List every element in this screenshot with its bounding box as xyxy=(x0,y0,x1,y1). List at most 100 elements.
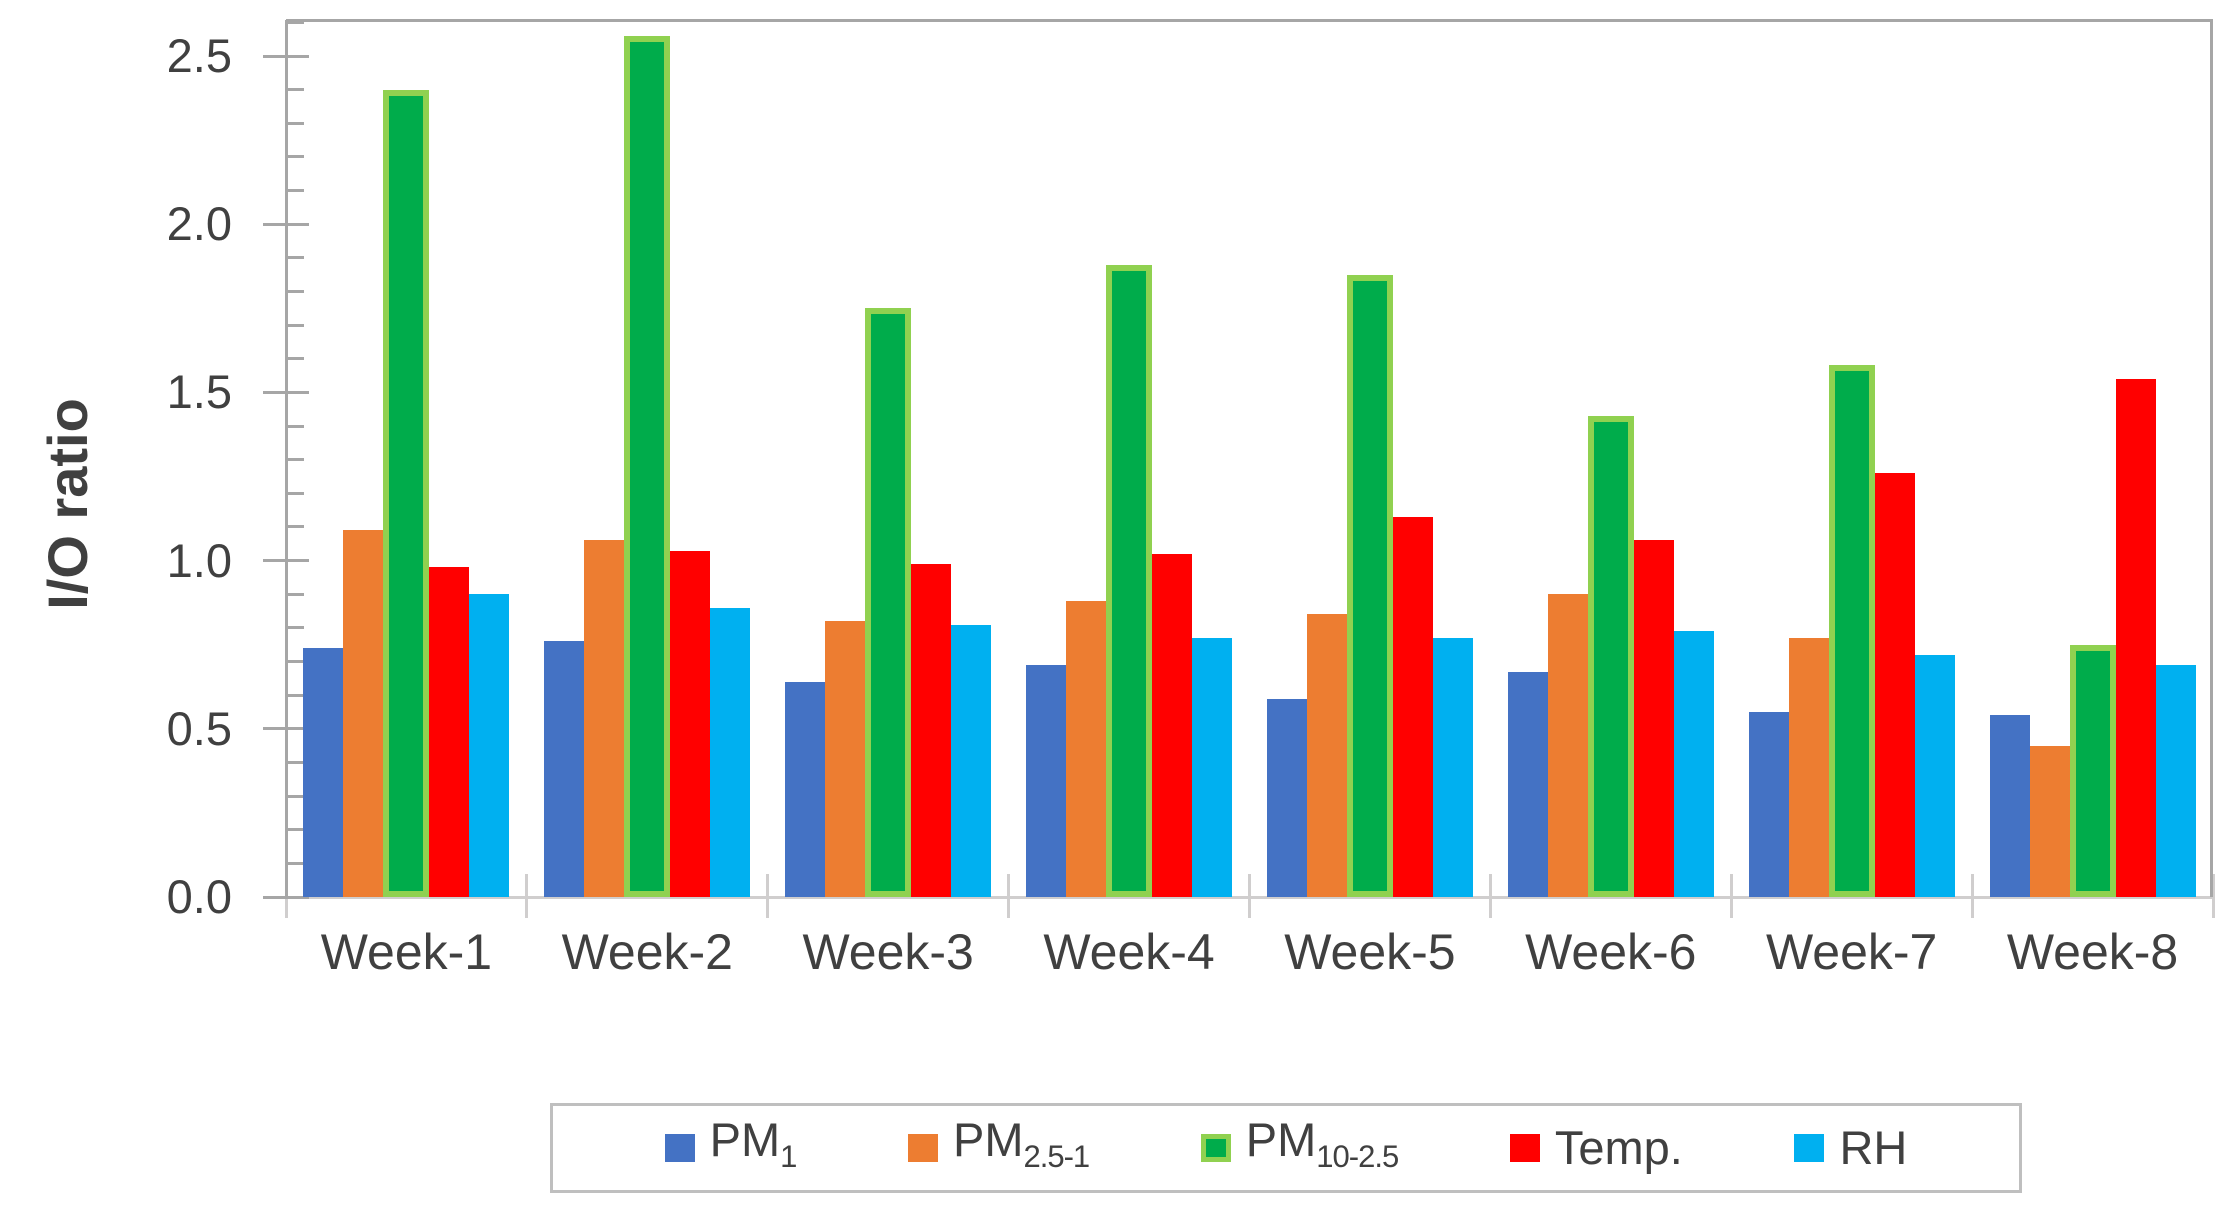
y-minor-tick xyxy=(286,155,304,159)
bar-PM10-2.5-week-1 xyxy=(383,90,430,897)
y-minor-tick xyxy=(286,626,304,630)
y-minor-tick xyxy=(286,88,304,92)
y-minor-tick xyxy=(286,289,304,293)
bar-RH-week-1 xyxy=(469,594,510,897)
y-major-tick xyxy=(263,222,309,226)
bar-PM10-2.5-week-3 xyxy=(865,308,912,897)
bar-Temp.-week-3 xyxy=(911,564,952,897)
y-tick-label: 0.5 xyxy=(166,701,232,755)
y-minor-tick xyxy=(286,458,304,462)
bar-PM2.5-1-week-3 xyxy=(825,621,866,897)
y-minor-tick xyxy=(286,828,304,832)
x-axis-tick xyxy=(1729,874,1733,918)
y-minor-tick xyxy=(286,121,304,125)
y-major-tick xyxy=(263,54,309,58)
legend-label-PM1: PM1 xyxy=(709,1112,798,1174)
y-minor-tick xyxy=(286,525,304,529)
bar-group-week-2 xyxy=(527,20,768,897)
y-minor-tick xyxy=(286,256,304,260)
legend: PM1 PM2.5-1 PM10-2.5 Temp. RH xyxy=(550,1103,2022,1193)
bar-RH-week-8 xyxy=(2155,665,2196,897)
bar-PM2.5-1-week-5 xyxy=(1306,614,1347,897)
bar-group-week-7 xyxy=(1731,20,1972,897)
legend-label-PM2.5-1: PM2.5-1 xyxy=(952,1112,1090,1174)
bar-RH-week-7 xyxy=(1914,655,1955,897)
legend-item-PM1: PM1 xyxy=(664,1112,798,1183)
bar-PM1-week-2 xyxy=(544,641,585,897)
bar-RH-week-6 xyxy=(1673,631,1714,897)
x-category-label: Week-4 xyxy=(1043,924,1215,980)
legend-label-RH: RH xyxy=(1839,1121,1908,1174)
y-minor-tick xyxy=(286,357,304,361)
bar-RH-week-2 xyxy=(710,608,751,897)
bar-PM1-week-6 xyxy=(1507,672,1548,897)
bar-RH-week-5 xyxy=(1432,638,1473,897)
x-category-label: Week-8 xyxy=(2006,924,2179,980)
legend-marker-PM1 xyxy=(664,1134,695,1162)
x-category-label: Week-3 xyxy=(802,924,974,980)
x-category-label: Week-1 xyxy=(320,924,493,980)
bar-PM10-2.5-week-7 xyxy=(1828,365,1875,897)
x-category-label: Week-7 xyxy=(1766,924,1938,980)
legend-item-PM2.5-1: PM2.5-1 xyxy=(907,1112,1090,1183)
y-tick-label: 1.0 xyxy=(166,533,232,587)
y-minor-tick xyxy=(286,189,304,193)
bar-Temp.-week-5 xyxy=(1392,517,1433,897)
y-major-tick xyxy=(263,727,309,731)
y-tick-label: 1.5 xyxy=(166,365,232,419)
x-axis-tick xyxy=(2211,874,2215,918)
x-category-label: Week-2 xyxy=(561,924,733,980)
bar-PM1-week-7 xyxy=(1748,712,1789,897)
y-minor-tick xyxy=(286,660,304,664)
bar-PM2.5-1-week-7 xyxy=(1788,638,1829,897)
legend-item-PM10-2.5: PM10-2.5 xyxy=(1200,1112,1399,1183)
bar-PM10-2.5-week-2 xyxy=(624,36,671,897)
bar-group-week-4 xyxy=(1009,20,1250,897)
bar-Temp.-week-8 xyxy=(2115,379,2156,897)
bar-PM2.5-1-week-2 xyxy=(584,540,625,897)
bar-group-week-1 xyxy=(286,20,527,897)
x-axis-tick xyxy=(1007,874,1011,918)
x-category-label: Week-5 xyxy=(1284,924,1456,980)
bar-RH-week-3 xyxy=(951,625,992,897)
bar-Temp.-week-1 xyxy=(429,567,470,897)
y-minor-tick xyxy=(286,323,304,327)
y-major-tick xyxy=(263,559,309,563)
bar-Temp.-week-4 xyxy=(1152,554,1193,897)
legend-item-Temp.: Temp. xyxy=(1509,1121,1683,1174)
bar-PM1-week-4 xyxy=(1026,665,1067,897)
y-minor-tick xyxy=(286,693,304,697)
bar-PM1-week-5 xyxy=(1266,699,1307,897)
y-minor-tick xyxy=(286,760,304,764)
bar-PM10-2.5-week-8 xyxy=(2069,645,2116,897)
bar-PM1-week-1 xyxy=(303,648,344,897)
bar-Temp.-week-6 xyxy=(1633,540,1674,897)
x-axis-tick xyxy=(525,874,529,918)
y-minor-tick xyxy=(286,794,304,798)
legend-item-RH: RH xyxy=(1794,1122,1907,1174)
y-minor-tick xyxy=(286,424,304,428)
bar-PM1-week-3 xyxy=(785,682,826,897)
bar-Temp.-week-2 xyxy=(670,551,711,897)
y-tick-label: 2.0 xyxy=(166,197,232,251)
legend-marker-Temp. xyxy=(1509,1134,1540,1162)
legend-marker-RH xyxy=(1794,1134,1825,1162)
bar-PM2.5-1-week-1 xyxy=(343,530,384,897)
legend-marker-PM2.5-1 xyxy=(907,1134,938,1162)
plot-border-top xyxy=(286,18,2213,22)
bar-PM2.5-1-week-4 xyxy=(1066,601,1107,897)
x-axis-tick xyxy=(766,874,770,918)
legend-label-PM10-2.5: PM10-2.5 xyxy=(1245,1112,1399,1174)
bar-PM1-week-8 xyxy=(1989,715,2030,897)
bar-PM10-2.5-week-5 xyxy=(1346,275,1393,897)
legend-marker-PM10-2.5 xyxy=(1200,1134,1231,1162)
bar-group-week-3 xyxy=(768,20,1009,897)
legend-label-Temp.: Temp. xyxy=(1554,1121,1683,1174)
bar-group-week-5 xyxy=(1250,20,1491,897)
y-minor-tick xyxy=(286,592,304,596)
x-axis-tick xyxy=(1488,874,1492,918)
bar-Temp.-week-7 xyxy=(1874,473,1915,897)
y-minor-tick xyxy=(286,491,304,495)
bar-PM2.5-1-week-8 xyxy=(2029,746,2070,897)
